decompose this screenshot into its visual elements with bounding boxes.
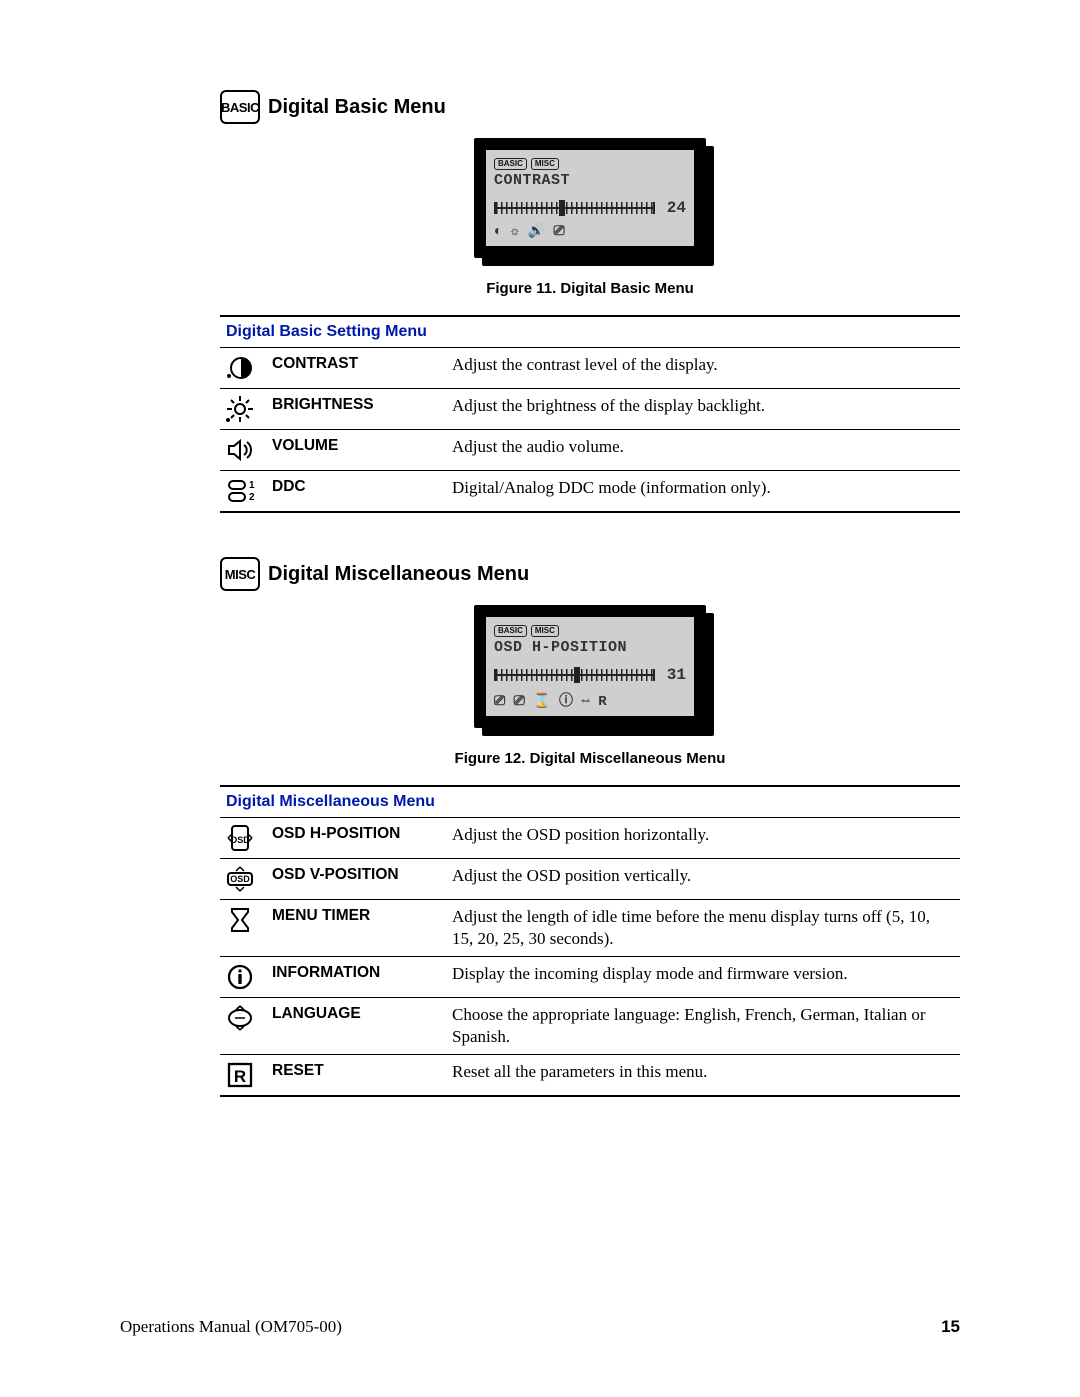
volume-icon	[224, 434, 256, 466]
section-title-misc: Digital Miscellaneous Menu	[268, 563, 529, 586]
brightness-icon	[224, 393, 256, 425]
basic-settings-table: Digital Basic Setting Menu CONTRAST Adju…	[220, 315, 960, 513]
row-desc: Choose the appropriate language: English…	[444, 998, 960, 1055]
table-row: INFORMATION Display the incoming display…	[220, 957, 960, 998]
osd-v-icon: OSD	[224, 863, 256, 895]
svg-text:2: 2	[249, 492, 255, 503]
basic-icon: BASIC	[220, 90, 260, 124]
row-desc: Adjust the brightness of the display bac…	[444, 389, 960, 430]
table-row: BRIGHTNESS Adjust the brightness of the …	[220, 389, 960, 430]
table-row: CONTRAST Adjust the contrast level of th…	[220, 348, 960, 389]
osd-slider-thumb	[559, 200, 565, 216]
row-label: MENU TIMER	[264, 900, 444, 957]
section-heading-misc: MISC Digital Miscellaneous Menu	[220, 557, 960, 591]
row-label: VOLUME	[264, 430, 444, 471]
row-desc: Display the incoming display mode and fi…	[444, 957, 960, 998]
row-desc: Adjust the OSD position vertically.	[444, 859, 960, 900]
figure-caption-misc: Figure 12. Digital Miscellaneous Menu	[220, 750, 960, 767]
osd-slider-thumb	[574, 667, 580, 683]
footer-page-number: 15	[941, 1317, 960, 1337]
row-desc: Reset all the parameters in this menu.	[444, 1055, 960, 1097]
svg-text:1: 1	[249, 480, 255, 491]
row-label: INFORMATION	[264, 957, 444, 998]
osd-basic-iconrow: ◐ ☼ 🔊 ⎚	[494, 223, 686, 240]
row-desc: Adjust the contrast level of the display…	[444, 348, 960, 389]
row-label: CONTRAST	[264, 348, 444, 389]
osd-tab-icon: BASIC	[494, 625, 527, 637]
row-label: OSD H-POSITION	[264, 818, 444, 859]
row-label: DDC	[264, 471, 444, 513]
language-icon	[224, 1002, 256, 1034]
page-footer: Operations Manual (OM705-00) 15	[120, 1317, 960, 1337]
table-row: LANGUAGE Choose the appropriate language…	[220, 998, 960, 1055]
table-row: OSD OSD H-POSITION Adjust the OSD positi…	[220, 818, 960, 859]
table-row: VOLUME Adjust the audio volume.	[220, 430, 960, 471]
contrast-icon	[224, 352, 256, 384]
misc-icon: MISC	[220, 557, 260, 591]
osd-misc-slider	[494, 669, 655, 681]
timer-icon	[224, 904, 256, 936]
svg-text:R: R	[234, 1067, 246, 1086]
osd-figure-misc: BASIC MISC OSD H-POSITION 31 ⎚ ⎚ ⌛ ⓘ ⇔ R	[220, 605, 960, 728]
row-label: RESET	[264, 1055, 444, 1097]
row-desc: Digital/Analog DDC mode (information onl…	[444, 471, 960, 513]
osd-basic-slider	[494, 202, 655, 214]
row-label: BRIGHTNESS	[264, 389, 444, 430]
svg-text:OSD: OSD	[230, 835, 250, 845]
reset-icon: R	[224, 1059, 256, 1091]
row-label: LANGUAGE	[264, 998, 444, 1055]
osd-misc-value: 31	[667, 666, 686, 684]
osd-tab-icon: MISC	[531, 625, 559, 637]
table-row: R RESET Reset all the parameters in this…	[220, 1055, 960, 1097]
row-desc: Adjust the audio volume.	[444, 430, 960, 471]
table-row: 1 2 DDC Digital/Analog DDC mode (informa…	[220, 471, 960, 513]
basic-table-title: Digital Basic Setting Menu	[220, 316, 960, 348]
osd-misc-iconrow: ⎚ ⎚ ⌛ ⓘ ⇔ R	[494, 690, 686, 710]
osd-tab-icon: MISC	[531, 158, 559, 170]
svg-text:OSD: OSD	[230, 874, 250, 884]
osd-basic-title: CONTRAST	[494, 172, 686, 189]
information-icon	[224, 961, 256, 993]
osd-tab-icon: BASIC	[494, 158, 527, 170]
footer-left: Operations Manual (OM705-00)	[120, 1317, 342, 1337]
misc-table-title: Digital Miscellaneous Menu	[220, 786, 960, 818]
ddc-icon: 1 2	[224, 475, 256, 507]
osd-misc-title: OSD H-POSITION	[494, 639, 686, 656]
figure-caption-basic: Figure 11. Digital Basic Menu	[220, 280, 960, 297]
row-desc: Adjust the length of idle time before th…	[444, 900, 960, 957]
row-label: OSD V-POSITION	[264, 859, 444, 900]
misc-settings-table: Digital Miscellaneous Menu OSD OSD H-POS…	[220, 785, 960, 1097]
osd-h-icon: OSD	[224, 822, 256, 854]
table-row: MENU TIMER Adjust the length of idle tim…	[220, 900, 960, 957]
row-desc: Adjust the OSD position horizontally.	[444, 818, 960, 859]
table-row: OSD OSD V-POSITION Adjust the OSD positi…	[220, 859, 960, 900]
section-heading-basic: BASIC Digital Basic Menu	[220, 90, 960, 124]
section-title-basic: Digital Basic Menu	[268, 96, 446, 119]
osd-figure-basic: BASIC MISC CONTRAST 24 ◐ ☼ 🔊 ⎚	[220, 138, 960, 258]
osd-basic-value: 24	[667, 199, 686, 217]
